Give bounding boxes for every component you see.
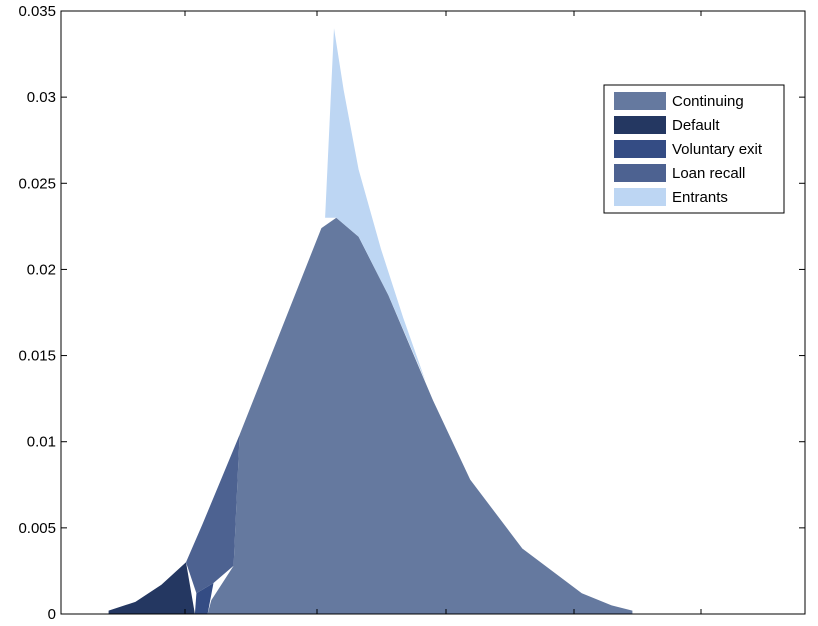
y-tick-label: 0.01 (27, 434, 56, 451)
area-default (108, 562, 195, 614)
y-tick-label: 0.015 (18, 348, 56, 365)
legend-label-voluntary-exit: Voluntary exit (672, 141, 763, 158)
y-tick-label: 0.025 (18, 175, 56, 192)
area-voluntary-exit (194, 583, 214, 614)
y-axis-ticks: 0 0.005 0.01 0.015 0.02 0.025 0.03 0.035 (18, 3, 805, 623)
legend-label-default: Default (672, 117, 720, 134)
area-entrants (325, 28, 426, 382)
area-series-group (108, 28, 633, 614)
area-continuing (207, 217, 633, 614)
y-tick-label: 0 (48, 606, 56, 623)
y-tick-label: 0.02 (27, 261, 56, 278)
y-tick-label: 0.03 (27, 89, 56, 106)
legend-label-loan-recall: Loan recall (672, 165, 745, 182)
area-loan-recall (186, 434, 240, 594)
legend-swatch-continuing (614, 92, 666, 110)
legend: Continuing Default Voluntary exit Loan reca… (603, 84, 785, 214)
legend-swatch-loan-recall (614, 164, 666, 182)
plot-frame (60, 10, 806, 615)
legend-label-entrants: Entrants (672, 189, 728, 206)
axes (60, 10, 806, 615)
y-tick-label: 0.005 (18, 520, 56, 537)
legend-swatch-entrants (614, 188, 666, 206)
legend-label-continuing: Continuing (672, 93, 744, 110)
y-tick-label: 0.035 (18, 3, 56, 20)
legend-swatch-default (614, 116, 666, 134)
legend-swatch-voluntary-exit (614, 140, 666, 158)
